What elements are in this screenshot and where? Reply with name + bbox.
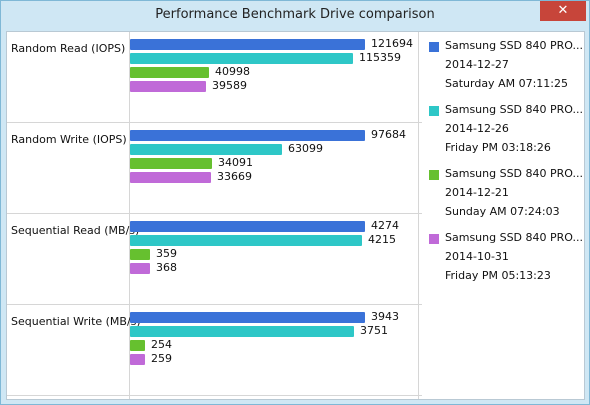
legend-name: Samsung SSD 840 PRO... [445,231,583,244]
bar [130,81,206,92]
bar [130,221,365,232]
bar-value-label: 4215 [368,233,396,246]
bar [130,340,145,351]
legend-time: Saturday AM 07:11:25 [445,77,568,90]
bar-value-label: 4274 [371,219,399,232]
legend-date: 2014-12-21 [445,186,509,199]
bar [130,39,365,50]
legend-date: 2014-10-31 [445,250,509,263]
legend-name: Samsung SSD 840 PRO... [445,39,583,52]
close-icon: ✕ [557,3,569,18]
bar-value-label: 121694 [371,37,413,50]
bar-value-label: 40998 [215,65,250,78]
bar [130,130,365,141]
legend-name: Samsung SSD 840 PRO... [445,167,583,180]
legend-swatch [429,234,439,244]
metric-label: Sequential Read (MB/s) [11,224,140,237]
legend-date: 2014-12-27 [445,58,509,71]
legend-swatch [429,106,439,116]
metric-group: Random Write (IOPS) 97684 63099 34091 33669 [7,123,422,214]
bar-value-label: 3943 [371,310,399,323]
bar-value-label: 33669 [217,170,252,183]
legend-divider [418,32,419,399]
legend-time: Friday PM 05:13:23 [445,269,551,282]
metric-group: Sequential Read (MB/s) 4274 4215 359 368 [7,214,422,305]
bar [130,263,150,274]
bar-value-label: 63099 [288,142,323,155]
metric-label: Sequential Write (MB/s) [11,315,141,328]
bar [130,235,362,246]
legend-item[interactable]: Samsung SSD 840 PRO... 2014-10-31 Friday P… [425,224,584,284]
bar-value-label: 254 [151,338,172,351]
bar-value-label: 3751 [360,324,388,337]
bar-value-label: 97684 [371,128,406,141]
legend-time: Sunday AM 07:24:03 [445,205,560,218]
close-button[interactable]: ✕ [540,1,586,21]
bar [130,158,212,169]
legend-item[interactable]: Samsung SSD 840 PRO... 2014-12-26 Friday P… [425,96,584,156]
bar-value-label: 39589 [212,79,247,92]
bar [130,67,209,78]
bar [130,326,354,337]
bar-value-label: 368 [156,261,177,274]
bar [130,144,282,155]
bar-value-label: 34091 [218,156,253,169]
title-bar[interactable]: Performance Benchmark Drive comparison ✕ [1,1,589,31]
metric-label: Random Read (IOPS) [11,42,126,55]
legend-swatch [429,42,439,52]
legend-date: 2014-12-26 [445,122,509,135]
bar-value-label: 359 [156,247,177,260]
bar [130,312,365,323]
legend-item[interactable]: Samsung SSD 840 PRO... 2014-12-27 Saturday… [425,32,584,92]
metric-label: Random Write (IOPS) [11,133,127,146]
legend-item[interactable]: Samsung SSD 840 PRO... 2014-12-21 Sunday A… [425,160,584,220]
bar-value-label: 259 [151,352,172,365]
chart-area: Random Read (IOPS) 121694 115359 40998 39589… [6,31,585,400]
legend-time: Friday PM 03:18:26 [445,141,551,154]
metric-group: Sequential Write (MB/s) 3943 3751 254 259 [7,305,422,396]
bar [130,249,150,260]
bar [130,354,145,365]
legend-name: Samsung SSD 840 PRO... [445,103,583,116]
bar [130,172,211,183]
label-divider [129,32,130,399]
metric-group: Random Read (IOPS) 121694 115359 40998 39589 [7,32,422,123]
bar-value-label: 115359 [359,51,401,64]
bar [130,53,353,64]
legend-swatch [429,170,439,180]
window-title: Performance Benchmark Drive comparison [155,7,435,22]
